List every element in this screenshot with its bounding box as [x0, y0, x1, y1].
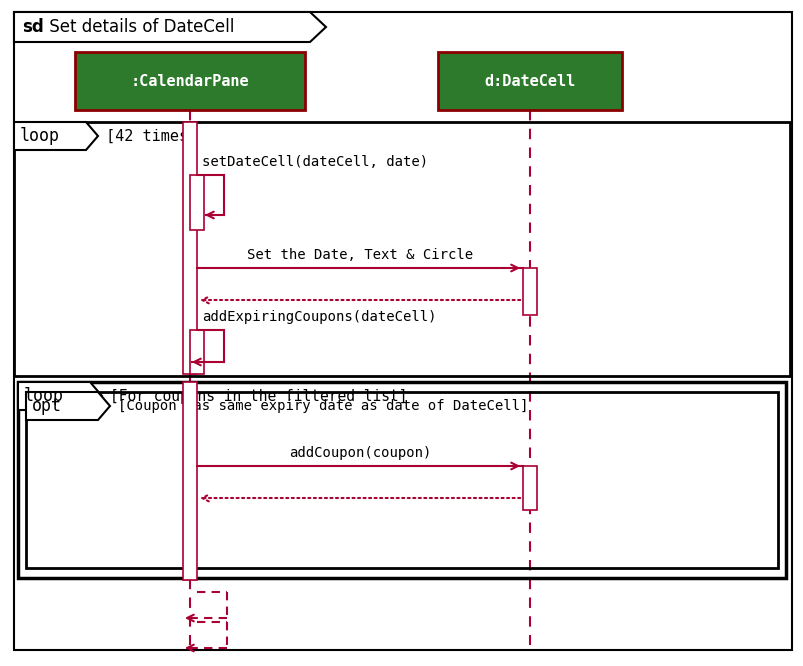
- Polygon shape: [14, 122, 98, 150]
- Bar: [190, 175, 204, 230]
- Bar: [438, 52, 622, 110]
- Polygon shape: [14, 12, 325, 42]
- Text: addExpiringCoupons(dateCell): addExpiringCoupons(dateCell): [202, 310, 436, 324]
- Bar: [14, 122, 789, 376]
- Bar: [190, 330, 204, 374]
- Text: [For coupons in the filtered list]: [For coupons in the filtered list]: [110, 388, 407, 404]
- Text: setDateCell(dateCell, date): setDateCell(dateCell, date): [202, 155, 427, 169]
- Text: [Coupon has same expiry date as date of DateCell]: [Coupon has same expiry date as date of …: [118, 399, 528, 413]
- Polygon shape: [26, 392, 110, 420]
- Polygon shape: [18, 382, 102, 410]
- Text: opt: opt: [32, 397, 62, 415]
- Bar: [522, 268, 536, 315]
- Text: [42 times]: [42 times]: [106, 129, 197, 143]
- Bar: [183, 382, 197, 580]
- Text: Set details of DateCell: Set details of DateCell: [44, 18, 234, 36]
- Text: addCoupon(coupon): addCoupon(coupon): [288, 446, 430, 460]
- Bar: [522, 466, 536, 510]
- Text: loop: loop: [20, 127, 60, 145]
- Text: loop: loop: [24, 387, 64, 405]
- Text: d:DateCell: d:DateCell: [483, 73, 575, 89]
- Text: sd: sd: [22, 18, 43, 36]
- Bar: [26, 392, 777, 568]
- Bar: [18, 382, 785, 578]
- Text: :CalendarPane: :CalendarPane: [131, 73, 249, 89]
- Text: Set the Date, Text & Circle: Set the Date, Text & Circle: [247, 248, 472, 262]
- Bar: [75, 52, 304, 110]
- Bar: [183, 122, 197, 374]
